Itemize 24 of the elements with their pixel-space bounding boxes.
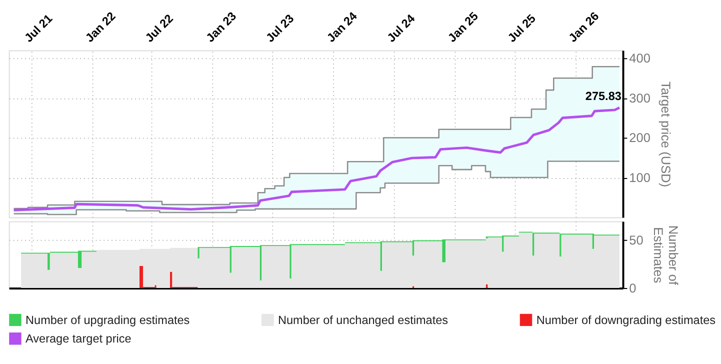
- x-tick-label: Jan 26: [566, 10, 602, 45]
- y-tick-label: 50: [629, 232, 644, 248]
- line-series: [12, 106, 621, 212]
- legend-label: Number of unchanged estimates: [278, 314, 448, 327]
- x-tick-label: Jan 23: [204, 10, 240, 45]
- y-tick-label: 200: [629, 130, 650, 146]
- y-axis-title: Target price (USD): [658, 81, 674, 188]
- x-tick-label: Jan 25: [446, 10, 482, 45]
- y-tick-label: 0: [629, 280, 636, 296]
- x-tick-label: Jul 22: [143, 12, 176, 45]
- x-tick-label: Jul 25: [506, 12, 539, 45]
- x-tick-label: Jul 23: [264, 12, 297, 45]
- y-tick-label: 400: [629, 50, 650, 66]
- legend-label: Average target price: [26, 332, 132, 346]
- y-tick-label: 100: [629, 170, 650, 185]
- x-tick-label: Jan 22: [83, 10, 119, 45]
- annotation: 275.83: [585, 90, 622, 103]
- x-tick-label: Jul 21: [22, 12, 56, 45]
- legend-label: Number of downgrading estimates: [536, 314, 716, 327]
- legend-label: Number of upgrading estimates: [26, 314, 190, 327]
- y-tick-label: 300: [629, 90, 650, 106]
- x-tick-label: Jul 24: [384, 12, 418, 45]
- x-tick-label: Jan 24: [324, 10, 360, 45]
- y-axis-title: Number of Estimates: [651, 225, 681, 286]
